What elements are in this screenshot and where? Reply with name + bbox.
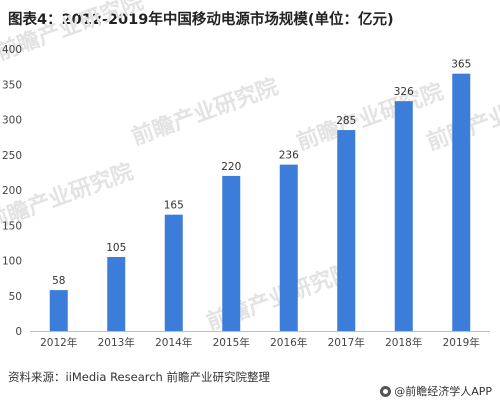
brand-credit: @前瞻经济学人APP	[380, 383, 492, 399]
x-tick-label: 2013年	[98, 336, 135, 349]
data-labels: 58 105 165 220 236 285 326 365	[52, 59, 471, 287]
bar-2015年	[222, 175, 241, 331]
watermark-text: 前瞻产业研究院	[128, 74, 282, 151]
data-label: 236	[279, 150, 299, 162]
x-tick-label: 2018年	[385, 336, 422, 349]
x-tick-label: 2014年	[155, 336, 192, 349]
y-tick-label: 300	[2, 115, 22, 127]
bar-2017年	[337, 130, 356, 331]
data-label: 220	[221, 161, 241, 173]
y-tick-label: 50	[9, 291, 22, 303]
watermark-text: 前瞻产业研究院	[293, 79, 447, 156]
source-note: 资料来源：iiMedia Research 前瞻产业研究院整理	[8, 370, 270, 384]
y-tick-label: 150	[2, 220, 22, 232]
x-tick-label: 2017年	[328, 336, 365, 349]
data-label: 105	[106, 242, 126, 254]
data-label: 285	[336, 115, 356, 127]
bar-2014年	[164, 214, 183, 331]
data-label: 326	[394, 86, 414, 98]
bar-2018年	[394, 101, 413, 331]
bars	[49, 73, 471, 332]
x-tick-label: 2019年	[443, 336, 480, 349]
bar-2019年	[452, 73, 471, 332]
bar-2013年	[107, 256, 126, 331]
data-label: 365	[451, 59, 471, 71]
watermark-text: 前瞻产业研究院	[0, 0, 147, 66]
y-tick-label: 250	[2, 150, 22, 162]
brand-logo-icon	[380, 385, 392, 397]
bar-2016年	[279, 164, 298, 331]
x-axis: 2012年 2013年 2014年 2015年 2016年 2017年 2018年 2019年	[30, 331, 490, 349]
x-tick-label: 2012年	[40, 336, 77, 349]
y-tick-label: 0	[15, 326, 22, 338]
chart-title: 图表4：2012-2019年中国移动电源市场规模(单位：亿元)	[8, 12, 394, 28]
x-tick-label: 2016年	[270, 336, 307, 349]
data-label: 58	[52, 275, 65, 287]
data-label: 165	[164, 200, 184, 212]
y-axis: 0 50 100 150 200 250 300 350 400	[2, 44, 22, 338]
brand-text: @前瞻经济学人APP	[394, 385, 492, 398]
y-tick-label: 400	[2, 44, 22, 56]
y-tick-label: 100	[2, 256, 22, 268]
bar-2012年	[49, 290, 68, 331]
y-tick-label: 200	[2, 185, 22, 197]
y-tick-label: 350	[2, 79, 22, 91]
x-tick-label: 2015年	[213, 336, 250, 349]
watermark-layer: 前瞻产业研究院前瞻产业研究院前瞻产业研究院前瞻产业研究院前瞻产业研究院前瞻产业研…	[0, 0, 500, 336]
